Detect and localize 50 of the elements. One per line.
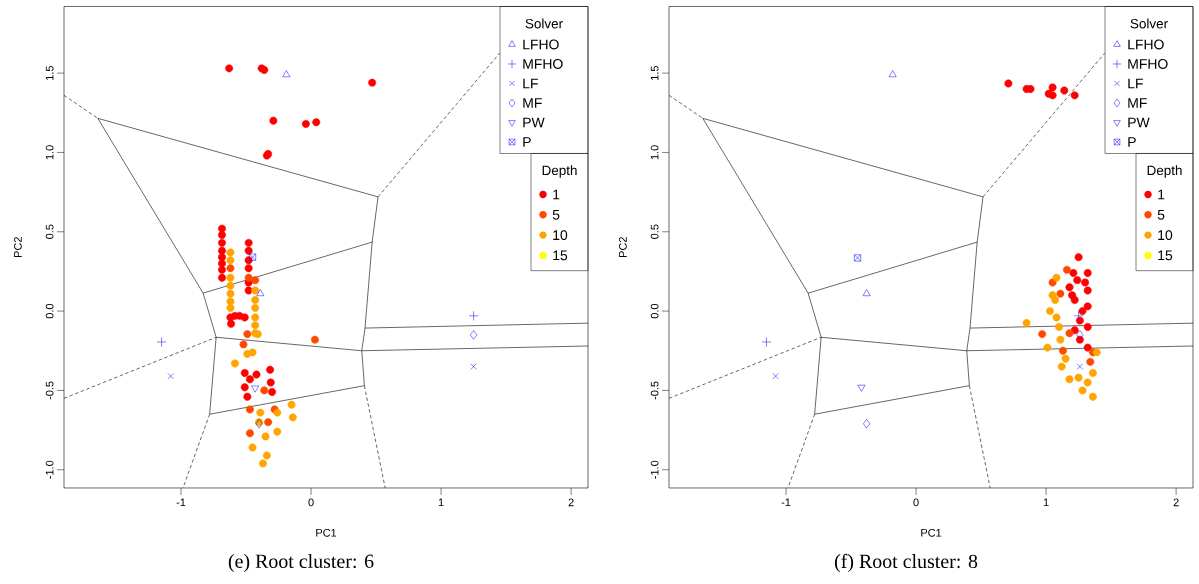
- y-tick-label: 0.0: [650, 303, 659, 319]
- x-tick-label: 2: [568, 498, 574, 507]
- y-tick-label: 0.0: [45, 303, 54, 319]
- y-tick-label: -0.5: [45, 381, 54, 400]
- x-tick-label: 2: [1173, 498, 1179, 507]
- y-tick-label: -1.0: [45, 460, 54, 479]
- y-tick-label: 1.0: [650, 145, 659, 160]
- x-tick-label: -1: [176, 498, 186, 507]
- y-axis-title: PC2: [619, 237, 627, 257]
- y-tick-label: -1.0: [650, 460, 659, 479]
- x-tick-label: 0: [308, 498, 314, 507]
- x-tick-label: 0: [913, 498, 919, 507]
- legend-label: 1: [553, 189, 560, 200]
- text: (f) Root cluster: 8: [834, 553, 978, 573]
- x-tick-label: -1: [781, 498, 791, 507]
- legend-label: MF: [523, 98, 542, 108]
- legend-label: 15: [1158, 250, 1173, 261]
- legend-label: LF: [523, 78, 538, 89]
- legend-label: 1: [1158, 189, 1165, 200]
- legend-label: P: [523, 137, 531, 147]
- legend-label: MFHO: [1128, 59, 1168, 69]
- color-bar-title: Depth: [1147, 165, 1182, 178]
- y-tick-label: 1.5: [650, 65, 659, 80]
- legend-title: Solver: [1130, 18, 1168, 29]
- legend-label: 5: [1157, 209, 1165, 220]
- y-tick-label: 1.5: [45, 65, 54, 80]
- legend-label: LF: [1128, 78, 1143, 89]
- legend-label: 10: [553, 230, 568, 241]
- legend-label: MF: [1128, 98, 1147, 108]
- legend-label: P: [1128, 137, 1136, 147]
- y-tick-label: 0.5: [650, 224, 659, 239]
- legend-label: 10: [1158, 230, 1173, 241]
- color-bar-title: Depth: [542, 165, 577, 178]
- legend-label: LFHO: [523, 39, 559, 50]
- x-tick-label: 1: [438, 498, 444, 507]
- legend-label: PW: [1128, 117, 1150, 128]
- text: (e) Root cluster: 6: [228, 553, 374, 573]
- legend-label: 5: [552, 209, 560, 220]
- legend-label: PW: [523, 117, 545, 128]
- y-tick-label: 1.0: [45, 145, 54, 160]
- x-axis-title: PC1: [921, 528, 942, 537]
- y-tick-label: 0.5: [45, 224, 54, 239]
- legend-label: MFHO: [523, 59, 563, 69]
- x-axis-title: PC1: [316, 528, 337, 537]
- legend-label: 15: [553, 250, 568, 261]
- y-tick-label: -0.5: [650, 381, 659, 400]
- x-tick-label: 1: [1043, 498, 1049, 507]
- legend-title: Solver: [525, 18, 563, 29]
- legend-label: LFHO: [1128, 39, 1164, 50]
- y-axis-title: PC2: [14, 237, 22, 257]
